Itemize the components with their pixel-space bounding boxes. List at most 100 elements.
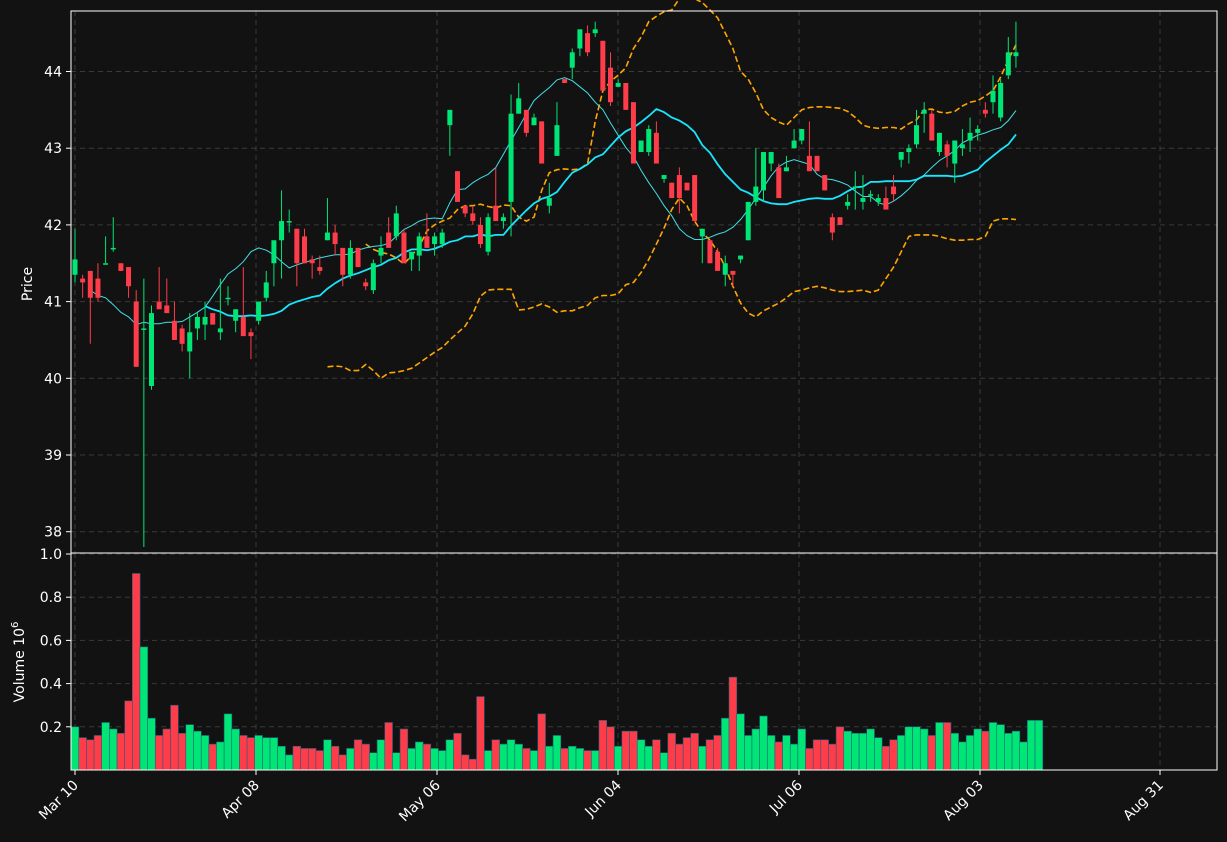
candle-body <box>516 98 522 114</box>
volume-bar <box>162 728 171 771</box>
volume-bar <box>690 732 699 771</box>
candle-body <box>156 301 162 310</box>
moving-averages <box>90 77 1017 326</box>
candle-body <box>845 201 851 206</box>
price-tick-label: 43 <box>44 141 62 157</box>
volume-bar <box>613 745 623 771</box>
candle-body <box>546 198 552 206</box>
volume-bar <box>422 743 432 771</box>
candle-body <box>179 328 185 344</box>
volume-bar <box>483 750 493 771</box>
candle-body <box>577 29 583 49</box>
volume-bar <box>445 739 455 771</box>
candle-body <box>776 167 782 199</box>
volume-bar <box>950 732 959 771</box>
candle-body <box>944 144 950 156</box>
volume-bar <box>109 728 118 771</box>
candle-body <box>891 186 897 195</box>
candle-body <box>967 132 973 141</box>
candle-body <box>401 232 407 264</box>
volume-bar <box>698 745 707 771</box>
volume-bar <box>874 737 883 771</box>
volume-bar <box>820 739 829 771</box>
volume-bar <box>154 735 164 771</box>
volume-bar <box>1034 720 1044 771</box>
volume-bar <box>728 676 738 771</box>
candle-body <box>386 232 392 248</box>
candle-body <box>87 270 93 298</box>
volume-bar <box>935 722 944 771</box>
candle-body <box>217 328 223 333</box>
volume-bar <box>437 750 447 771</box>
candle-body <box>768 152 774 164</box>
volume-axis: 0.2 0.4 0.6 0.8 1.0 <box>40 547 71 736</box>
candle-body <box>240 316 246 337</box>
candle-body <box>829 217 835 233</box>
volume-bar <box>721 717 730 771</box>
candle-body <box>332 232 338 245</box>
volume-bar <box>919 728 929 771</box>
candle-body <box>279 221 285 241</box>
volume-bar <box>858 732 868 771</box>
volume-bar <box>759 715 768 771</box>
volume-bar <box>545 745 554 771</box>
volume-bar <box>1019 741 1028 771</box>
candle-body <box>592 29 598 34</box>
candle-body <box>271 240 277 264</box>
candle-body <box>409 251 415 260</box>
candle-body <box>1005 52 1011 76</box>
volume-bar <box>958 741 967 771</box>
candle-body <box>416 236 422 256</box>
candle-body <box>722 263 728 275</box>
candle-body <box>630 102 636 164</box>
candle-body <box>936 132 942 153</box>
candle-body <box>317 267 323 271</box>
volume-bar <box>782 735 791 771</box>
candle-body <box>562 79 568 84</box>
volume-bar <box>277 745 286 771</box>
volume-bar <box>522 748 531 771</box>
volume-bar <box>835 726 845 771</box>
volume-bar <box>912 726 921 771</box>
candle-body <box>500 217 506 222</box>
volume-bar <box>139 646 149 771</box>
candlesticks <box>72 21 1019 548</box>
candle-body <box>455 171 460 202</box>
candle-body <box>210 313 216 325</box>
candle-body <box>929 113 935 141</box>
candle-body <box>837 217 843 225</box>
candle-body <box>233 309 239 321</box>
candle-body <box>393 213 399 237</box>
volume-bar <box>1004 732 1013 771</box>
candle-body <box>302 236 307 264</box>
volume-bar <box>965 735 975 771</box>
candle-body <box>998 83 1004 118</box>
moving-average-fast <box>90 77 1017 326</box>
candle-body <box>959 144 965 149</box>
volume-bar <box>629 730 638 771</box>
volume-bar <box>644 745 653 771</box>
volume-bar <box>552 735 562 771</box>
volume-bar <box>866 728 875 771</box>
volume-bars <box>70 573 1044 771</box>
volume-bar <box>476 696 485 771</box>
volume-bar <box>659 752 669 771</box>
volume-bar <box>682 737 692 771</box>
volume-bar <box>330 745 340 771</box>
volume-bar <box>262 737 271 771</box>
volume-bar <box>1027 720 1036 771</box>
volume-bar <box>338 754 347 771</box>
volume-bar <box>705 739 715 771</box>
volume-bar <box>896 735 906 771</box>
volume-bar <box>514 743 523 771</box>
moving-average-slow <box>204 108 1017 318</box>
candle-body <box>661 175 667 179</box>
volume-bar <box>216 741 225 771</box>
volume-bar <box>598 720 608 771</box>
volume-bar <box>797 728 806 771</box>
candle-body <box>615 83 621 87</box>
candle-body <box>432 236 438 245</box>
candle-body <box>103 263 109 265</box>
candle-body <box>676 175 682 199</box>
